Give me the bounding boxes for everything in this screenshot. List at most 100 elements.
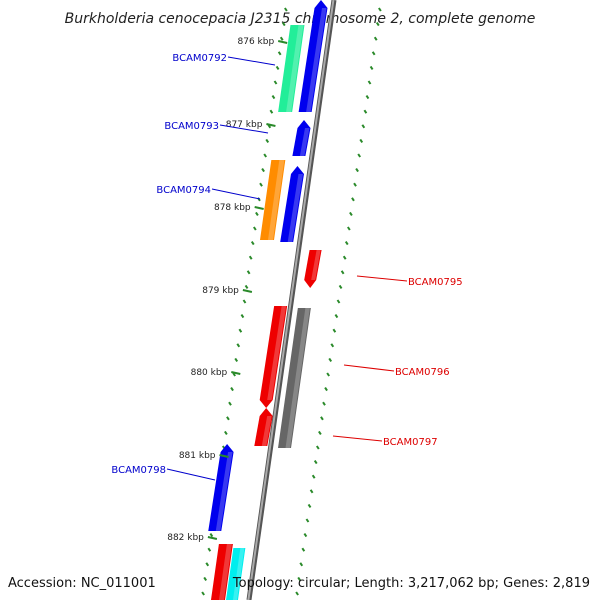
inner-dot — [271, 95, 276, 100]
outer-dot — [309, 489, 314, 494]
accession-label: Accession: NC_011001 — [8, 576, 156, 591]
outer-dot — [373, 36, 378, 41]
kbp-tick-mark — [266, 123, 276, 127]
outer-dot — [334, 314, 339, 319]
outer-dot — [318, 430, 322, 435]
inner-dot — [277, 51, 282, 56]
gene-leader-line — [219, 124, 269, 134]
kbp-tick-label: 879 kbp — [202, 286, 239, 296]
kbp-tick-mark — [242, 289, 253, 293]
gene-sheen — [232, 548, 245, 600]
outer-dot — [357, 153, 362, 158]
outer-dot — [367, 80, 372, 85]
gene-sheen — [267, 160, 285, 240]
outer-dot — [299, 562, 304, 567]
dotted-guides — [201, 7, 382, 596]
inner-dot — [273, 80, 278, 85]
gene-block — [210, 544, 233, 600]
gene-label: BCAM0794 — [156, 185, 211, 196]
outer-dot — [344, 241, 349, 246]
kbp-tick-label: 881 kbp — [179, 451, 216, 461]
kbp-tick-label: 880 kbp — [191, 368, 228, 378]
outer-dot — [336, 299, 341, 304]
gene-sheen — [285, 308, 310, 448]
outer-dot — [311, 474, 316, 479]
gene-block — [298, 0, 328, 112]
outer-dot — [347, 226, 351, 231]
gene-sheen — [299, 128, 310, 156]
gene-block — [254, 408, 273, 446]
chromosome-backbone — [246, 0, 337, 600]
inner-dot — [255, 211, 259, 216]
outer-dot — [351, 197, 355, 202]
outer-dot — [330, 343, 335, 348]
inner-dot — [207, 547, 212, 552]
gene-sheen — [286, 25, 304, 112]
gene-sheen — [218, 544, 232, 600]
kbp-tick-mark — [277, 40, 288, 44]
inner-dot — [269, 109, 274, 114]
gene-sheen — [311, 250, 321, 280]
outer-dot — [353, 182, 357, 187]
inner-dot — [234, 357, 239, 362]
inner-dot — [205, 562, 210, 567]
topology-label: Topology: circular; Length: 3,217,062 bp… — [232, 576, 590, 591]
gene-label: BCAM0792 — [172, 53, 227, 64]
gene-label: BCAM0797 — [383, 437, 438, 448]
inner-dot — [250, 241, 255, 246]
outer-dot — [371, 51, 376, 56]
kbp-ticks: 876 kbp 877 kbp 878 kbp 879 kbp 880 kbp 881 k… — [167, 37, 288, 543]
gene-block — [304, 250, 322, 288]
outer-dot — [328, 357, 333, 362]
gene-leader-line — [332, 435, 383, 442]
outer-dot — [349, 211, 353, 216]
inner-dot — [242, 299, 247, 304]
gene-sheen — [261, 416, 272, 446]
inner-dot — [224, 430, 228, 435]
outer-dot — [365, 95, 370, 100]
outer-dot — [320, 416, 324, 421]
gene-leader-line — [356, 275, 408, 282]
gene-leader-line — [343, 364, 395, 372]
inner-dot — [236, 343, 241, 348]
gene-block — [259, 306, 288, 408]
gene-leader-line — [227, 56, 276, 66]
gene-label: BCAM0798 — [111, 465, 166, 476]
gene-sheen — [215, 452, 233, 531]
outer-dot — [369, 65, 374, 70]
outer-dot — [378, 7, 382, 12]
outer-dot — [338, 284, 343, 289]
outer-dot — [332, 328, 337, 333]
kbp-tick-label: 877 kbp — [226, 120, 263, 130]
inner-dot — [284, 7, 288, 12]
outer-dot — [313, 460, 318, 465]
inner-dot — [265, 138, 270, 143]
inner-dot — [228, 401, 232, 406]
inner-dot — [203, 576, 208, 581]
inner-dot — [279, 36, 284, 41]
kbp-tick-mark — [207, 536, 218, 540]
outer-dot — [324, 387, 328, 392]
outer-dot — [322, 401, 326, 406]
outer-dot — [342, 255, 347, 260]
gene-block — [259, 160, 286, 240]
kbp-tick-mark — [254, 206, 264, 210]
inner-dot — [253, 226, 257, 231]
kbp-tick-mark — [219, 454, 229, 458]
gene-sheen — [306, 8, 327, 112]
gene-block — [280, 166, 304, 242]
map-title: Burkholderia cenocepacia J2315 chromosom… — [65, 11, 536, 27]
gene-labels: BCAM0792 BCAM0793 BCAM0794 BCAM0795 BCAM0796… — [111, 53, 463, 481]
gene-label: BCAM0795 — [408, 277, 463, 288]
kbp-tick-label: 878 kbp — [214, 203, 251, 213]
inner-dot — [281, 22, 286, 27]
inner-dot — [230, 387, 234, 392]
outer-dot — [307, 503, 312, 508]
kbp-tick-label: 882 kbp — [167, 533, 204, 543]
outer-dot — [361, 124, 366, 129]
outer-dot — [375, 22, 380, 27]
gene-features — [208, 0, 328, 600]
outer-dot — [359, 138, 364, 143]
gene-label: BCAM0793 — [164, 121, 219, 132]
inner-dot — [209, 533, 214, 538]
